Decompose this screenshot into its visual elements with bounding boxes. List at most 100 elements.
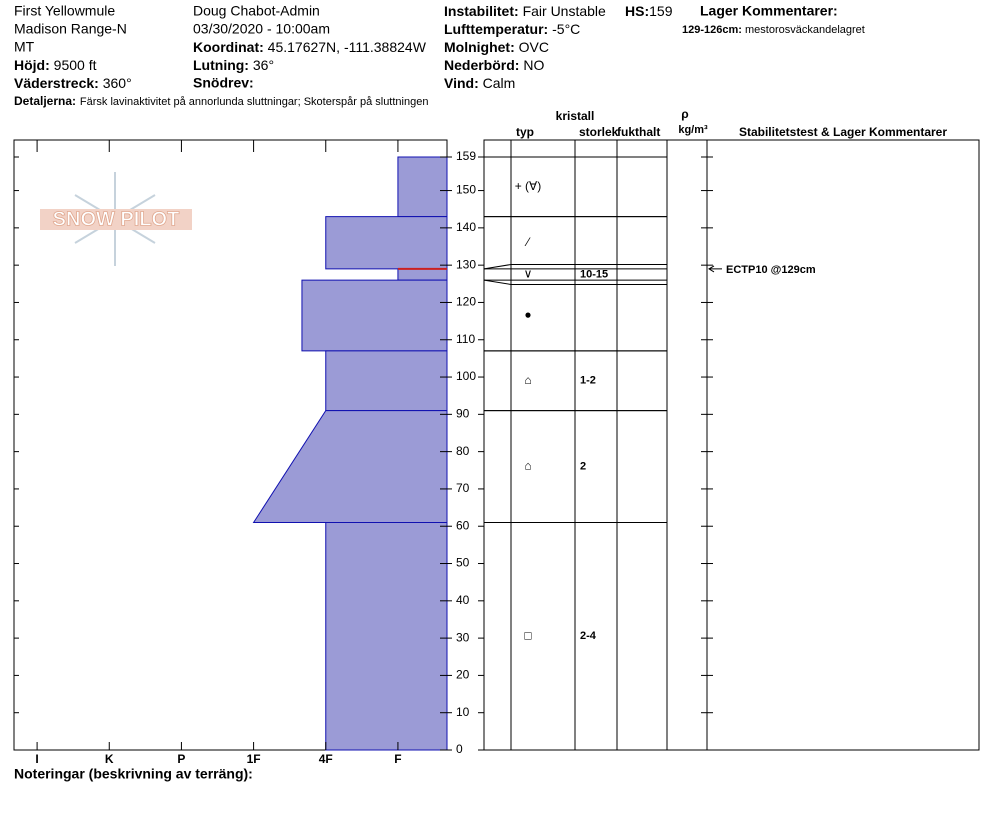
- location: First Yellowmule: [14, 3, 115, 19]
- column-header: Stabilitetstest & Lager Kommentarer: [739, 125, 947, 139]
- value: Färsk lavinaktivitet på annorlunda slutt…: [80, 96, 429, 108]
- layer: [252, 410, 448, 523]
- y-tick-label: 159: [456, 149, 476, 163]
- column-header: storlek: [579, 125, 619, 139]
- grain-size: 1-2: [580, 375, 596, 387]
- header: First Yellowmule Madison Range-N MT Höjd…: [14, 3, 865, 109]
- grain-form: ⌂: [524, 373, 531, 387]
- logo: [40, 172, 192, 266]
- text: mestorosväckandelagret: [745, 24, 865, 36]
- row-connector: [483, 263, 512, 270]
- grain-form: ●: [524, 308, 531, 322]
- y-tick-label: 130: [456, 257, 476, 271]
- aspect: Väderstreck: 360°: [14, 75, 132, 91]
- column-headers: kristall typ storlek fukthalt ρ kg/m³ St…: [516, 107, 947, 139]
- column-header: kristall: [556, 109, 595, 123]
- layer: [325, 350, 448, 412]
- label: Lutning:: [193, 57, 249, 73]
- hs: HS:159: [625, 3, 673, 19]
- observer: Doug Chabot-Admin: [193, 3, 320, 19]
- y-tick-label: 60: [456, 518, 470, 532]
- logo-text: SNOW PILOT: [53, 208, 180, 230]
- value: Fair Unstable: [523, 3, 606, 19]
- details: Detaljerna: Färsk lavinaktivitet på anno…: [14, 93, 428, 109]
- value: Calm: [483, 75, 516, 91]
- coordinates: Koordinat: 45.17627N, -111.38824W: [193, 39, 427, 55]
- column-header: kg/m³: [678, 124, 708, 136]
- datetime: 03/30/2020 - 10:00am: [193, 21, 330, 37]
- row-connector: [483, 279, 512, 285]
- y-tick-label: 120: [456, 295, 476, 309]
- label: Vind:: [444, 75, 479, 91]
- x-tick-label: I: [35, 752, 38, 766]
- y-tick-label: 10: [456, 705, 470, 719]
- instability: Instabilitet: Fair Unstable: [444, 3, 606, 19]
- layer-comments-label: Lager Kommentarer:: [700, 3, 838, 19]
- table-frame: [483, 139, 980, 751]
- value: OVC: [519, 39, 549, 55]
- layer: [397, 156, 448, 218]
- x-tick-label: K: [105, 752, 114, 766]
- wind: Vind: Calm: [444, 75, 515, 91]
- x-tick-label: P: [177, 752, 185, 766]
- y-tick-label: 0: [456, 742, 463, 756]
- label: Nederbörd:: [444, 57, 519, 73]
- grain-form: ⌂: [524, 459, 531, 473]
- layer: [301, 279, 448, 352]
- label: Koordinat:: [193, 39, 264, 55]
- label: Väderstreck:: [14, 75, 99, 91]
- y-tick-label: 20: [456, 668, 470, 682]
- test-label: ECTP10 @129cm: [726, 264, 816, 276]
- notes-label: Noteringar (beskrivning av terräng):: [14, 766, 253, 782]
- label: Instabilitet:: [444, 3, 519, 19]
- slope: Lutning: 36°: [193, 57, 274, 73]
- label: Detaljerna:: [14, 94, 76, 108]
- label: Molnighet:: [444, 39, 515, 55]
- column-header: typ: [516, 125, 534, 139]
- label: HS:: [625, 3, 649, 19]
- grain-size: 10-15: [580, 268, 608, 280]
- y-tick-label: 150: [456, 183, 476, 197]
- value: 159: [649, 3, 673, 19]
- y-tick-label: 30: [456, 630, 470, 644]
- value: NO: [523, 57, 544, 73]
- y-tick-label: 80: [456, 444, 470, 458]
- layer-comment: 129-126cm: mestorosväckandelagret: [682, 24, 865, 36]
- label: Lufttemperatur:: [444, 21, 548, 37]
- elevation: Höjd: 9500 ft: [14, 57, 97, 73]
- range: 129-126cm:: [682, 24, 742, 36]
- layer: [325, 216, 448, 270]
- grain-form: + (∀): [515, 179, 542, 193]
- sky: Molnighet: OVC: [444, 39, 549, 55]
- air-temperature: Lufttemperatur: -5°C: [444, 21, 580, 37]
- x-tick-label: 4F: [319, 752, 333, 766]
- label: Höjd:: [14, 57, 50, 73]
- y-tick-label: 50: [456, 556, 470, 570]
- column-header: fukthalt: [617, 125, 660, 139]
- grain-size: 2-4: [580, 630, 597, 642]
- location: Madison Range-N: [14, 21, 127, 37]
- value: 45.17627N, -111.38824W: [268, 39, 427, 55]
- grain-form: ∨: [524, 267, 533, 281]
- grain-size: 2: [580, 460, 586, 472]
- y-tick-label: 40: [456, 593, 470, 607]
- y-tick-label: 110: [456, 332, 475, 346]
- wind-loading: Snödrev:: [193, 75, 254, 91]
- y-tick-label: 90: [456, 407, 470, 421]
- y-tick-label: 100: [456, 369, 476, 383]
- value: 9500 ft: [54, 57, 97, 73]
- test-arrow: [708, 265, 722, 273]
- y-tick-label: 140: [456, 220, 476, 234]
- layer: [397, 268, 448, 281]
- x-tick-label: 1F: [247, 752, 261, 766]
- precipitation: Nederbörd: NO: [444, 57, 544, 73]
- grain-form: ⁄: [524, 235, 531, 249]
- location: MT: [14, 39, 35, 55]
- x-tick-label: F: [394, 752, 401, 766]
- value: -5°C: [552, 21, 580, 37]
- value: 36°: [253, 57, 274, 73]
- grain-form: □: [524, 628, 531, 642]
- value: 360°: [103, 75, 132, 91]
